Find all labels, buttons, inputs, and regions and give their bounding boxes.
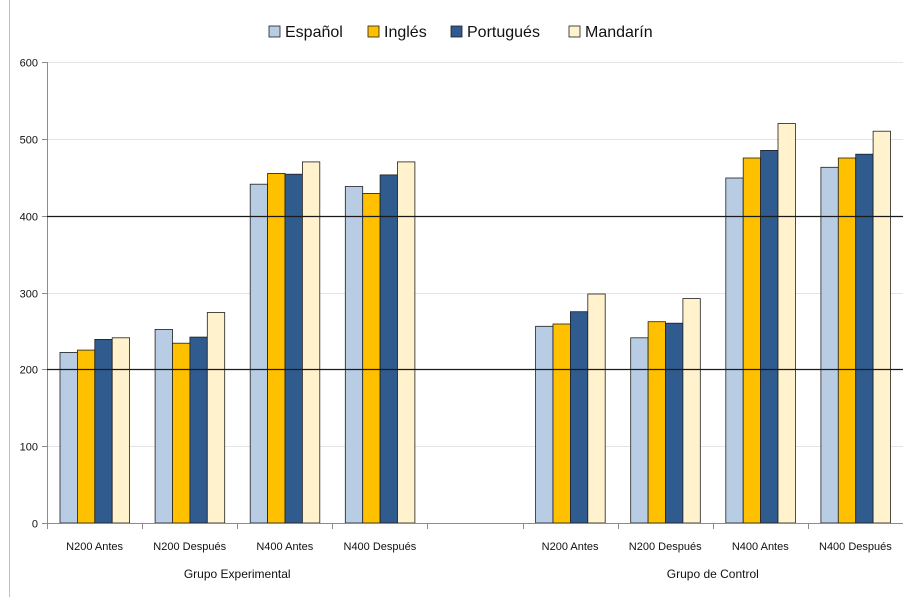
bar (570, 311, 589, 524)
legend-label: Inglés (384, 24, 427, 41)
bar (837, 157, 857, 524)
reference-lines (47, 215, 903, 371)
legend-swatch (367, 25, 380, 38)
bar (189, 336, 208, 524)
x-tick-label: N200 Antes (542, 541, 599, 553)
legend: Español Inglés Portugués Mandarín (268, 24, 653, 41)
legend-label: Mandarín (585, 24, 653, 41)
y-tick-label: 0 (32, 519, 38, 531)
bar (362, 192, 381, 524)
bar (267, 172, 286, 524)
x-tick-label: N400 Antes (732, 541, 789, 553)
bar (94, 338, 113, 524)
group-label: Grupo Experimental (184, 567, 291, 581)
y-axis: 0 100 200 300 400 500 600 (20, 58, 48, 531)
bar (172, 342, 191, 524)
bar (742, 157, 762, 524)
bar (630, 337, 649, 524)
x-tick-label: N400 Antes (256, 541, 313, 553)
bar (77, 349, 96, 524)
legend-label: Portugués (467, 24, 540, 41)
x-tick-label: N400 Después (819, 541, 892, 553)
bar (284, 173, 303, 524)
x-tick-label: N400 Después (344, 541, 417, 553)
bar (249, 183, 268, 524)
y-tick-label: 500 (20, 135, 38, 147)
bar (111, 337, 130, 524)
y-tick-label: 400 (20, 212, 38, 224)
x-tick-label: N200 Antes (66, 541, 123, 553)
bar (587, 293, 606, 524)
bar (535, 325, 554, 524)
bar (206, 312, 226, 524)
bar (59, 351, 78, 524)
y-tick-label: 200 (20, 365, 38, 377)
bar (872, 130, 891, 524)
bar (760, 149, 779, 524)
bar (379, 174, 398, 524)
bar (725, 177, 744, 524)
group-label: Grupo de Control (667, 567, 759, 581)
bar (344, 186, 364, 524)
y-tick-label: 100 (20, 442, 38, 454)
legend-swatch (450, 25, 463, 38)
legend-swatch (268, 25, 281, 38)
x-tick-label: N200 Después (629, 541, 702, 553)
bar (682, 298, 701, 524)
bar (777, 123, 796, 524)
bar (665, 322, 684, 524)
legend-swatch (568, 25, 581, 38)
legend-label: Español (285, 24, 343, 41)
x-axis: N200 Antes N200 Después N400 Antes N400 Des… (47, 523, 903, 581)
bar (552, 323, 571, 524)
bar (647, 321, 666, 524)
y-tick-label: 300 (20, 289, 38, 301)
x-tick-label: N200 Después (153, 541, 226, 553)
bar (820, 166, 839, 524)
bar (154, 328, 173, 524)
y-tick-label: 600 (20, 58, 38, 70)
bar (855, 153, 874, 524)
